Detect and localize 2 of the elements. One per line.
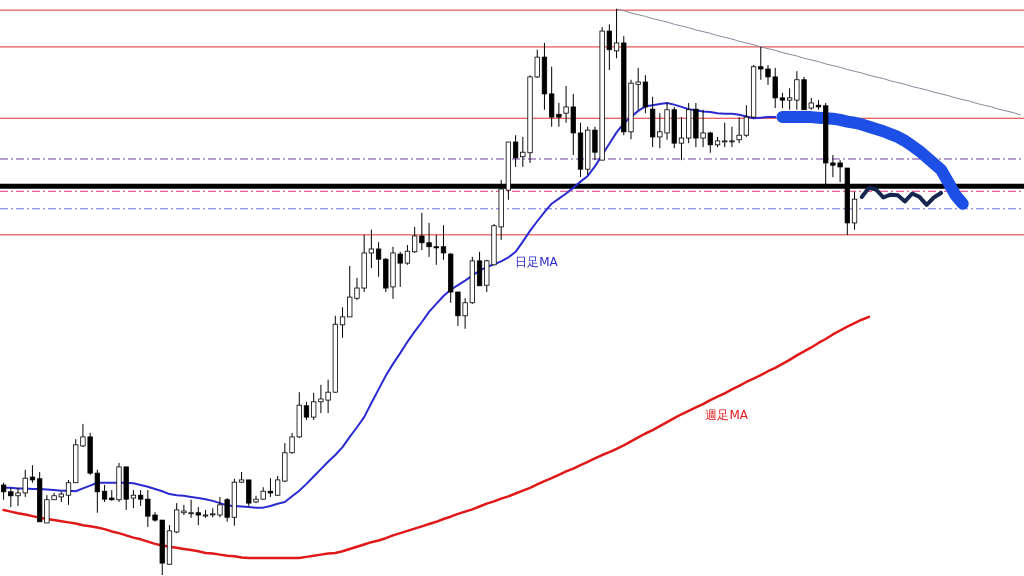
series-label: 日足MA	[515, 255, 559, 270]
series-label: 週足MA	[705, 408, 749, 423]
